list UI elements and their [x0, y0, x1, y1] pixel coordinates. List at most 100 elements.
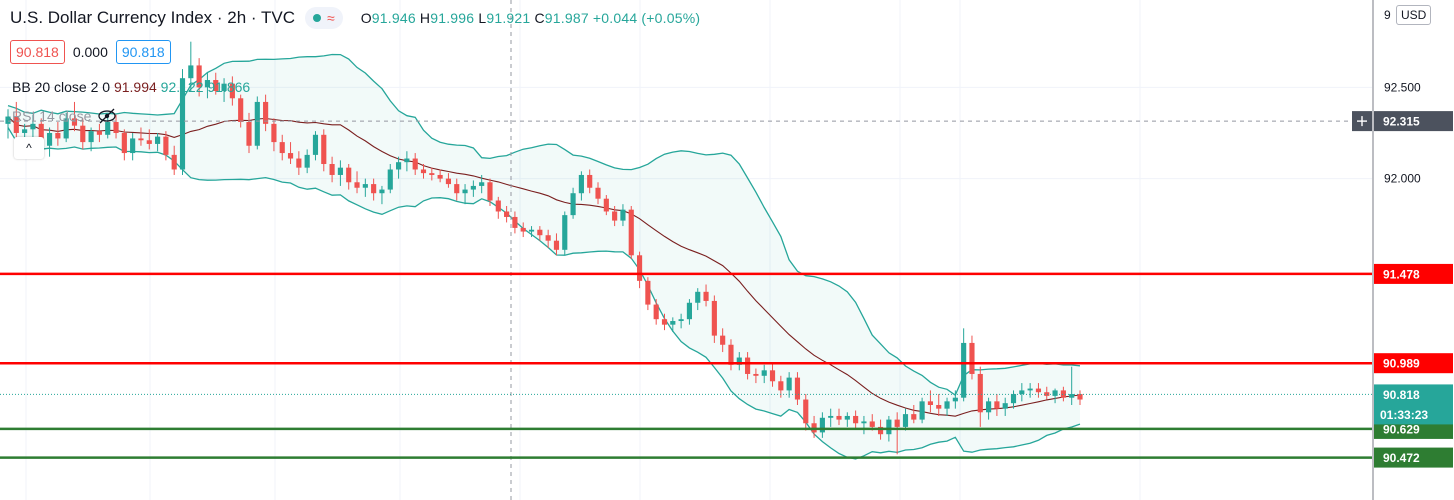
candle-body: [229, 83, 235, 99]
eye-hidden-icon[interactable]: [97, 108, 117, 124]
candle: [88, 127, 94, 152]
candle: [1052, 388, 1058, 404]
candle: [803, 394, 809, 431]
candle-body: [5, 116, 11, 124]
market-open-icon: [313, 14, 321, 22]
candle-body: [454, 184, 460, 194]
candle: [612, 206, 618, 227]
candle: [46, 127, 53, 157]
candle: [395, 156, 402, 179]
bollinger-bands: [7, 53, 1081, 460]
candle-body: [695, 291, 701, 303]
candle: [379, 185, 385, 205]
candle: [587, 169, 593, 194]
price-axis[interactable]: 9 92.500 92.000 91.478 90.989 90.629 90.472 92.…: [1352, 0, 1454, 500]
close-label: C: [534, 10, 545, 26]
currency-label[interactable]: USD: [1396, 5, 1432, 25]
open-label: O: [360, 10, 372, 26]
candle-body: [420, 169, 427, 174]
candle: [238, 94, 244, 128]
candle-body: [603, 198, 609, 212]
candle: [71, 101, 78, 132]
candle: [595, 182, 601, 205]
candle: [495, 196, 501, 219]
candle: [645, 277, 651, 311]
candle-body: [296, 158, 302, 168]
bb-legend[interactable]: BB 20 close 2 0 91.994 92.122 91.866: [12, 79, 250, 95]
candle-body: [520, 227, 526, 232]
candle: [296, 151, 302, 175]
open-value: 91.946: [371, 10, 416, 26]
candle: [936, 394, 942, 416]
candle-body: [1044, 392, 1050, 396]
candle: [819, 412, 825, 438]
candle-body: [902, 414, 909, 427]
candle-body: [553, 240, 560, 250]
candle-body: [1002, 403, 1008, 409]
candle: [911, 405, 917, 424]
candle-body: [636, 255, 643, 281]
candle-body: [412, 158, 418, 170]
high-value: 91.996: [430, 10, 475, 26]
candle-body: [936, 405, 942, 409]
candle-body: [753, 373, 759, 376]
candle: [188, 41, 194, 91]
candle-body: [287, 153, 294, 159]
candle: [520, 222, 526, 238]
candle: [454, 178, 460, 201]
candle-body: [495, 200, 501, 212]
sell-price-button[interactable]: 90.818: [10, 40, 65, 64]
candle-body: [620, 209, 626, 221]
candle: [204, 72, 211, 99]
candle: [578, 171, 584, 201]
bb-lower-line: [7, 127, 1081, 460]
candle: [670, 317, 676, 332]
candle-body: [271, 123, 277, 143]
candle-body: [877, 426, 884, 435]
candle-body: [745, 357, 751, 374]
candle-body: [329, 164, 335, 175]
candle: [786, 372, 792, 398]
candle: [628, 206, 634, 259]
candle-body: [113, 122, 119, 133]
market-status-pill[interactable]: ≈: [305, 7, 343, 29]
bb-label: BB 20 close 2 0: [12, 79, 111, 95]
candle-body: [155, 136, 161, 144]
rsi-legend[interactable]: RSI 14 close: [12, 108, 117, 124]
horizontal-levels[interactable]: [0, 0, 1372, 500]
candle-body: [678, 319, 684, 322]
candle-body: [462, 189, 468, 194]
candle-body: [238, 98, 244, 123]
candle: [853, 410, 859, 429]
candle: [138, 127, 144, 146]
candle: [769, 363, 776, 387]
buy-price-button[interactable]: 90.818: [115, 40, 171, 64]
candle-body: [387, 169, 393, 190]
candle-body: [63, 118, 69, 139]
candle: [387, 164, 393, 194]
candle: [1019, 383, 1025, 402]
candle-body: [994, 401, 1000, 409]
candle: [263, 94, 269, 132]
candle-body: [204, 80, 211, 88]
candle-body: [728, 344, 734, 365]
candle: [279, 134, 285, 161]
candle-body: [96, 131, 102, 135]
candle-body: [977, 373, 983, 413]
candle-body: [570, 193, 576, 216]
collapse-legend-button[interactable]: ^: [14, 137, 44, 159]
candle-body: [470, 185, 476, 190]
candle-body: [379, 189, 385, 194]
ohlc-values: O91.946 H91.996 L91.921 C91.987 +0.044 (…: [361, 10, 701, 26]
candle: [902, 408, 909, 431]
low-label: L: [478, 10, 487, 26]
candle-body: [1027, 388, 1033, 391]
candle: [969, 335, 975, 380]
candle: [545, 229, 551, 248]
candle-body: [761, 370, 767, 376]
candle: [1077, 390, 1083, 406]
candle-body: [196, 65, 202, 88]
candle: [952, 390, 958, 409]
candle: [196, 58, 202, 97]
